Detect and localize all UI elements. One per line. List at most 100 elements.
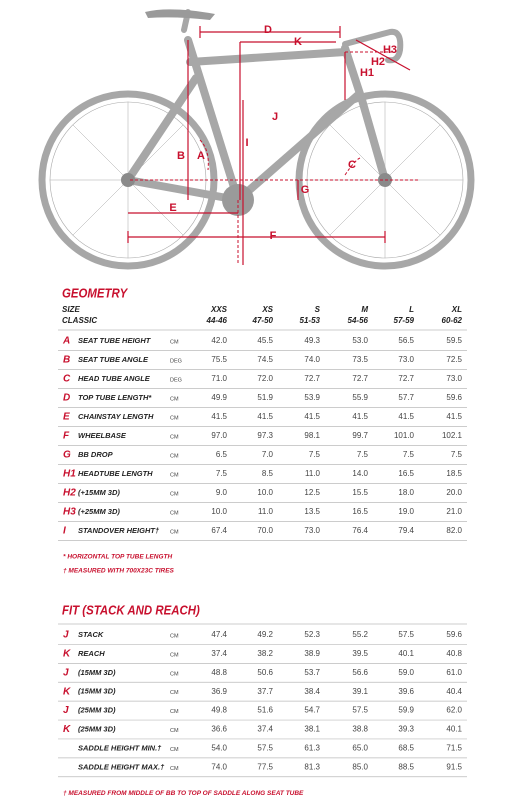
row-unit: CM [170, 633, 179, 639]
row-key: H1 [63, 469, 76, 480]
row-value: 62.0 [446, 706, 462, 715]
dim-label: D [264, 24, 272, 36]
row-value: 73.5 [352, 355, 368, 364]
row-unit: CM [170, 529, 179, 535]
row-value: 51.9 [257, 393, 273, 402]
front-wheel [295, 90, 475, 270]
row-value: 54.0 [211, 744, 227, 753]
row-value: 79.4 [398, 526, 414, 535]
row-name: SEAT TUBE ANGLE [78, 355, 149, 364]
row-value: 40.1 [446, 725, 462, 734]
row-value: 74.5 [257, 355, 273, 364]
row-value: 55.2 [352, 630, 368, 639]
dim-label: F [270, 230, 277, 242]
row-value: 39.5 [352, 649, 368, 658]
size-name: XXS [210, 305, 228, 314]
row-value: 10.0 [257, 488, 273, 497]
row-value: 7.5 [451, 450, 463, 459]
row-unit: CM [170, 766, 179, 772]
row-value: 49.9 [211, 393, 227, 402]
row-value: 49.8 [211, 706, 227, 715]
size-range: 60-62 [442, 316, 463, 325]
row-unit: CM [170, 671, 179, 677]
size-range: 44-46 [206, 316, 228, 325]
row-name: (+15MM 3D) [78, 488, 120, 497]
dim-label: H2 [371, 56, 385, 68]
row-key: D [63, 393, 70, 404]
size-range: 51-53 [300, 316, 321, 325]
row-name: SEAT TUBE HEIGHT [78, 336, 152, 345]
row-value: 71.0 [211, 374, 227, 383]
row-name: STACK [78, 630, 104, 639]
row-unit: CM [170, 747, 179, 753]
row-value: 16.5 [352, 507, 368, 516]
row-unit: CM [170, 690, 179, 696]
row-name: SADDLE HEIGHT MAX.† [78, 762, 165, 771]
row-value: 41.5 [398, 412, 414, 421]
row-key: I [63, 526, 66, 537]
dim-label: H1 [360, 67, 374, 79]
row-value: 72.7 [398, 374, 414, 383]
row-value: 75.5 [211, 355, 227, 364]
row-value: 41.5 [304, 412, 320, 421]
size-name: XL [451, 305, 462, 314]
row-value: 6.5 [216, 450, 228, 459]
dim-label: K [294, 36, 302, 48]
row-value: 73.0 [446, 374, 462, 383]
row-value: 68.5 [398, 744, 414, 753]
row-value: 36.9 [211, 687, 227, 696]
size-range: 57-59 [394, 316, 415, 325]
row-name: HEADTUBE LENGTH [78, 469, 153, 478]
row-value: 7.0 [262, 450, 274, 459]
row-value: 41.5 [211, 412, 227, 421]
row-name: REACH [78, 649, 105, 658]
row-value: 97.3 [257, 431, 273, 440]
row-name: (25MM 3D) [78, 724, 116, 733]
dimension-lines [127, 26, 411, 265]
row-value: 40.1 [398, 649, 414, 658]
row-value: 74.0 [304, 355, 320, 364]
size-name: XS [261, 305, 273, 314]
rear-hub [121, 173, 135, 187]
row-value: 77.5 [257, 762, 273, 771]
row-value: 39.6 [398, 687, 414, 696]
row-name: TOP TUBE LENGTH* [78, 393, 152, 402]
row-value: 16.5 [398, 469, 414, 478]
row-value: 40.8 [446, 649, 462, 658]
size-range: 54-56 [348, 316, 369, 325]
row-key: H2 [63, 488, 76, 499]
row-value: 37.4 [211, 649, 227, 658]
row-value: 57.7 [398, 393, 414, 402]
row-value: 59.5 [446, 336, 462, 345]
row-key: B [63, 355, 70, 366]
row-name: SADDLE HEIGHT MIN.† [78, 743, 162, 752]
size-name: L [409, 305, 414, 314]
row-key: K [63, 686, 71, 697]
row-unit: DEG [170, 358, 182, 364]
row-value: 37.7 [257, 687, 273, 696]
row-unit: CM [170, 434, 179, 440]
section-title: FIT (STACK AND REACH) [62, 603, 200, 618]
row-value: 37.4 [257, 725, 273, 734]
row-value: 57.5 [398, 630, 414, 639]
footnote: † MEASURED WITH 700X23C TIRES [63, 568, 175, 575]
row-value: 72.5 [446, 355, 462, 364]
row-name: WHEELBASE [78, 431, 127, 440]
row-value: 21.0 [446, 507, 462, 516]
row-value: 72.0 [257, 374, 273, 383]
row-unit: CM [170, 491, 179, 497]
row-value: 49.3 [304, 336, 320, 345]
row-value: 99.7 [352, 431, 368, 440]
row-value: 70.0 [257, 526, 273, 535]
row-value: 61.0 [446, 668, 462, 677]
dim-label: C [348, 159, 356, 171]
row-value: 48.8 [211, 668, 227, 677]
row-value: 11.0 [258, 507, 274, 516]
row-value: 9.0 [216, 488, 228, 497]
row-value: 59.9 [398, 706, 414, 715]
row-value: 15.5 [352, 488, 368, 497]
row-name: (25MM 3D) [78, 706, 116, 715]
row-key: C [63, 374, 71, 385]
row-unit: CM [170, 396, 179, 402]
